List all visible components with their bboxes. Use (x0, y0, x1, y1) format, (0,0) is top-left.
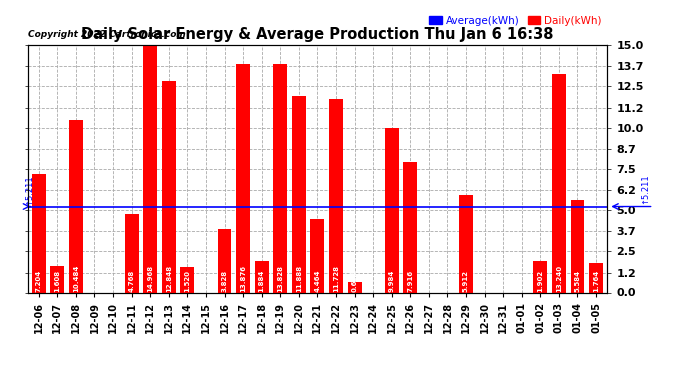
Text: 1.764: 1.764 (593, 269, 599, 292)
Bar (292, 96, 306, 292)
Text: 4.768: 4.768 (128, 269, 135, 292)
Text: 13.828: 13.828 (277, 265, 284, 292)
Bar (571, 200, 584, 292)
Bar (69, 120, 83, 292)
Text: 3.828: 3.828 (221, 270, 228, 292)
Bar (589, 263, 603, 292)
Bar (144, 45, 157, 292)
Text: 11.888: 11.888 (296, 264, 302, 292)
Bar (125, 214, 139, 292)
Text: 1.884: 1.884 (259, 269, 265, 292)
Bar (180, 267, 195, 292)
Bar (329, 99, 343, 292)
Text: 11.728: 11.728 (333, 265, 339, 292)
Text: 1.608: 1.608 (55, 270, 60, 292)
Text: 1.902: 1.902 (538, 270, 543, 292)
Legend: Average(kWh), Daily(kWh): Average(kWh), Daily(kWh) (429, 15, 602, 26)
Text: 13.876: 13.876 (240, 265, 246, 292)
Bar (255, 261, 268, 292)
Text: 5.912: 5.912 (463, 270, 469, 292)
Text: 0.660: 0.660 (351, 270, 357, 292)
Text: 1.520: 1.520 (184, 270, 190, 292)
Text: 10.484: 10.484 (73, 264, 79, 292)
Text: 9.984: 9.984 (388, 269, 395, 292)
Bar (533, 261, 547, 292)
Text: 12.848: 12.848 (166, 264, 172, 292)
Text: 7.916: 7.916 (407, 270, 413, 292)
Text: 5.584: 5.584 (575, 270, 580, 292)
Bar (236, 63, 250, 292)
Bar (50, 266, 64, 292)
Title: Daily Solar Energy & Average Production Thu Jan 6 16:38: Daily Solar Energy & Average Production … (81, 27, 553, 42)
Bar (385, 128, 399, 292)
Text: Copyright 2022 Cartronics.com: Copyright 2022 Cartronics.com (28, 30, 186, 39)
Bar (404, 162, 417, 292)
Bar (162, 81, 176, 292)
Text: ↑5.211: ↑5.211 (25, 174, 34, 205)
Bar (310, 219, 324, 292)
Bar (459, 195, 473, 292)
Text: 13.240: 13.240 (556, 264, 562, 292)
Text: 14.968: 14.968 (147, 264, 153, 292)
Bar (217, 230, 231, 292)
Bar (32, 174, 46, 292)
Bar (348, 282, 362, 292)
Text: 7.204: 7.204 (36, 269, 42, 292)
Bar (552, 74, 566, 292)
Bar (273, 64, 287, 292)
Text: 4.464: 4.464 (315, 269, 320, 292)
Text: ↑5.211: ↑5.211 (640, 173, 649, 204)
